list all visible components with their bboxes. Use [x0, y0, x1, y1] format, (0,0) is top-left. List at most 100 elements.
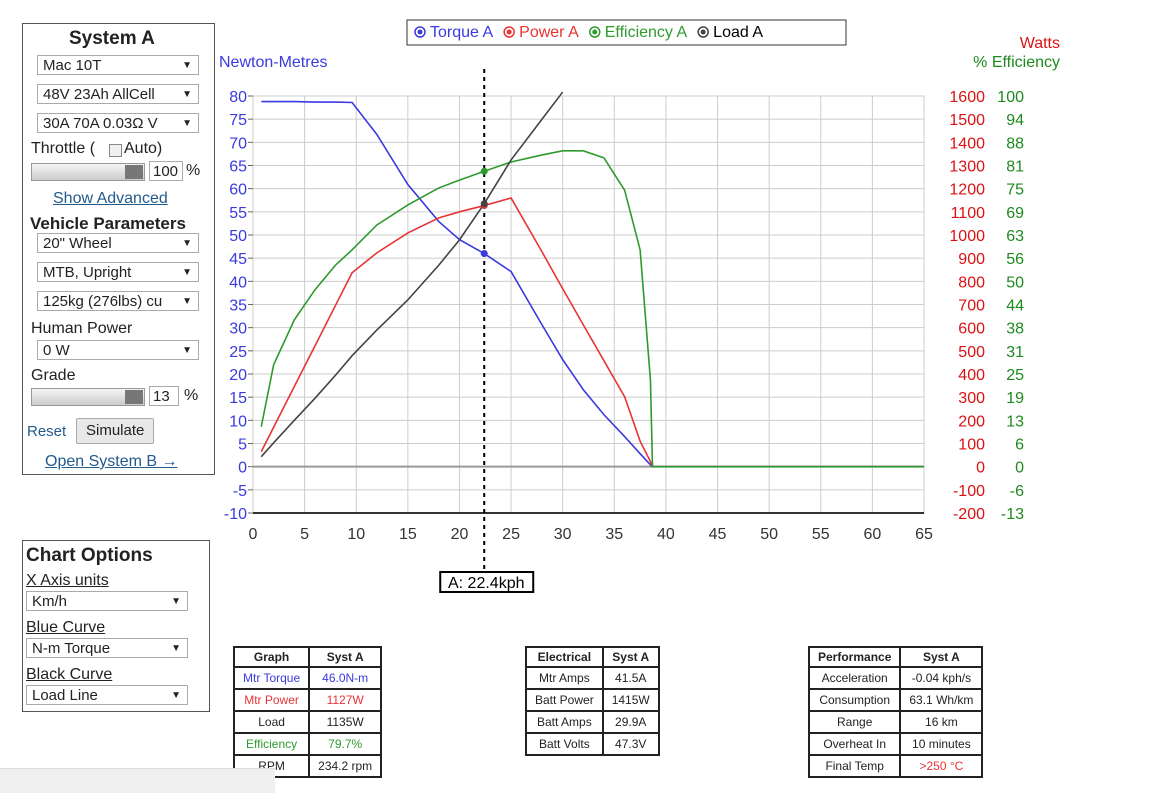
cursor-label: A: 22.4kph: [448, 575, 525, 592]
grade-label: Grade: [31, 367, 76, 384]
table-cell: -0.04 kph/s: [899, 666, 984, 690]
y-tick-label: -10: [224, 506, 247, 523]
x-units-select[interactable]: Km/h: [26, 591, 188, 611]
table-header: Syst A: [899, 646, 984, 668]
x-tick-label: 0: [249, 526, 258, 543]
y2-tick-label: -200: [953, 506, 985, 523]
table-row: Mtr Power 1127W: [232, 688, 383, 712]
table-cell: Mtr Power: [232, 688, 311, 712]
x-tick-label: 55: [812, 526, 830, 543]
system-panel: System A Mac 10T 48V 23Ah AllCell 30A 70…: [22, 23, 215, 475]
x-tick-label: 60: [863, 526, 881, 543]
table-row: Acceleration -0.04 kph/s: [807, 666, 984, 690]
table-header: Graph: [232, 646, 311, 668]
blue-curve-select[interactable]: N-m Torque: [26, 638, 188, 658]
y-tick-label: 0: [238, 460, 247, 477]
panel-title: System A: [69, 28, 155, 49]
y-tick-label: 5: [238, 437, 247, 454]
table-header: Electrical: [525, 646, 604, 668]
table-cell: 1415W: [601, 688, 660, 712]
y2-tick-label: 900: [958, 251, 985, 268]
table-row: Overheat In 10 minutes: [807, 732, 984, 756]
blue-curve-label: Blue Curve: [26, 619, 106, 636]
y-tick-label: 80: [229, 89, 247, 106]
y3-tick-label: 31: [1006, 344, 1024, 361]
table-cell: Load: [232, 710, 311, 734]
table-cell: 63.1 Wh/km: [899, 688, 984, 712]
y2-tick-label: 200: [958, 413, 985, 430]
y3-tick-label: 88: [1006, 135, 1024, 152]
table-cell: Final Temp: [807, 754, 902, 778]
cursor-dot: [480, 167, 488, 175]
motor-select[interactable]: Mac 10T: [37, 55, 199, 75]
show-advanced-link[interactable]: Show Advanced: [53, 190, 168, 207]
table-cell: >250 °C: [899, 754, 984, 778]
table-row: Mtr Torque 46.0N-m: [232, 666, 383, 690]
y2-tick-label: 1600: [949, 89, 985, 106]
black-curve-select[interactable]: Load Line: [26, 685, 188, 705]
x-tick-label: 10: [347, 526, 365, 543]
legend-box: [406, 19, 847, 46]
y-tick-label: 25: [229, 344, 247, 361]
frame-select[interactable]: MTB, Upright: [37, 262, 199, 282]
y2-tick-label: 1300: [949, 159, 985, 176]
graph-table: Graph Syst A Mtr Torque 46.0N-m Mtr Power 112…: [232, 646, 383, 778]
legend-marker-dot: [506, 29, 512, 35]
x-tick-label: 40: [657, 526, 675, 543]
grade-unit: %: [184, 387, 199, 404]
y-tick-label: 55: [229, 205, 247, 222]
x-tick-label: 35: [605, 526, 623, 543]
legend-label: Torque A: [430, 24, 493, 41]
battery-select[interactable]: 48V 23Ah AllCell: [37, 84, 199, 104]
x-tick-label: 65: [915, 526, 933, 543]
y2-tick-label: 500: [958, 344, 985, 361]
open-system-b-link[interactable]: Open System B →: [45, 453, 178, 470]
table-row: Load 1135W: [232, 710, 383, 734]
y-tick-label: 60: [229, 182, 247, 199]
y2-tick-label: 1000: [949, 228, 985, 245]
y2-tick-label: 1100: [951, 205, 986, 222]
table-row: Batt Volts 47.3V: [525, 732, 660, 756]
throttle-slider[interactable]: [31, 163, 145, 181]
reset-link[interactable]: Reset: [27, 423, 67, 440]
table-row: Batt Power 1415W: [525, 688, 660, 712]
y3-tick-label: 81: [1006, 159, 1024, 176]
y-tick-label: 10: [229, 413, 247, 430]
mass-select[interactable]: 125kg (276lbs) cu: [37, 291, 199, 311]
y3-tick-label: 0: [1015, 460, 1024, 477]
human-label: Human Power: [31, 320, 133, 337]
auto-checkbox[interactable]: [109, 144, 122, 157]
status-bar: [0, 768, 275, 793]
simulate-button[interactable]: Simulate: [76, 418, 155, 444]
y3-tick-label: 13: [1006, 413, 1024, 430]
table-cell: 79.7%: [308, 732, 383, 756]
wheel-select[interactable]: 20" Wheel: [37, 233, 199, 253]
performance-table: Performance Syst A Acceleration -0.04 kph/s…: [807, 646, 984, 778]
controller-select[interactable]: 30A 70A 0.03Ω V: [37, 113, 199, 133]
table-cell: 16 km: [899, 710, 984, 734]
y2-tick-label: 1500: [949, 112, 985, 129]
throttle-label: Throttle (: [31, 140, 96, 157]
y2-tick-label: 400: [958, 367, 985, 384]
x-tick-label: 20: [451, 526, 469, 543]
table-cell: Mtr Amps: [525, 666, 604, 690]
table-cell: Efficiency: [232, 732, 311, 756]
vehicle-title: Vehicle Parameters: [30, 214, 186, 233]
y-tick-label: 65: [229, 159, 247, 176]
legend-label: Power A: [519, 24, 579, 41]
throttle-input[interactable]: 100: [149, 161, 183, 181]
y-tick-label: 75: [229, 112, 247, 129]
grade-slider[interactable]: [31, 388, 145, 406]
cursor-dot: [480, 200, 488, 208]
table-cell: 46.0N-m: [308, 666, 383, 690]
table-header: Performance: [807, 646, 902, 668]
chart-options-panel: Chart Options X Axis units Km/h Blue Cur…: [22, 540, 210, 712]
grade-input[interactable]: 13: [149, 386, 179, 406]
y2-tick-label: 300: [958, 390, 985, 407]
y-tick-label: 50: [229, 228, 247, 245]
y-tick-label: 35: [229, 298, 247, 315]
x-tick-label: 5: [300, 526, 309, 543]
human-select[interactable]: 0 W: [37, 340, 199, 360]
y-tick-label: 30: [229, 321, 247, 338]
x-tick-label: 15: [399, 526, 417, 543]
